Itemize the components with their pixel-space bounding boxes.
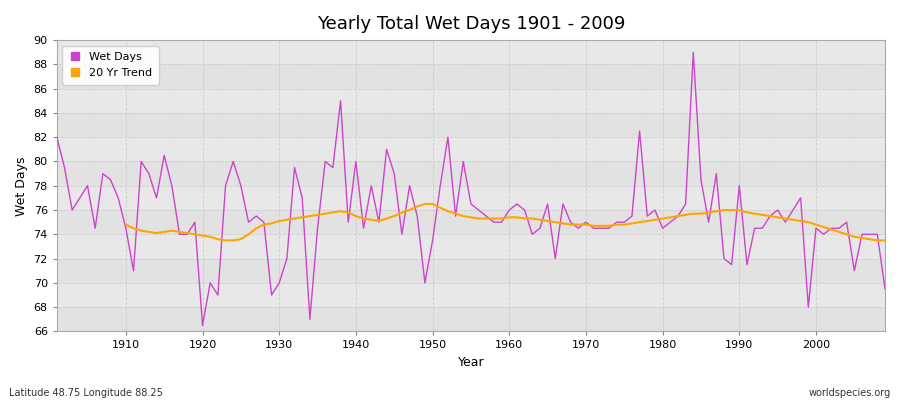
Text: Latitude 48.75 Longitude 88.25: Latitude 48.75 Longitude 88.25 (9, 388, 163, 398)
Bar (57, 89, 885, 113)
Bar (57, 40, 885, 64)
Bar (57, 283, 885, 307)
Bar (57, 210, 885, 234)
Bar (57, 258, 885, 283)
Bar (57, 137, 885, 162)
Bar (57, 307, 885, 332)
Title: Yearly Total Wet Days 1901 - 2009: Yearly Total Wet Days 1901 - 2009 (317, 15, 626, 33)
Y-axis label: Wet Days: Wet Days (15, 156, 28, 216)
Bar (57, 113, 885, 137)
Bar (57, 162, 885, 186)
Bar (57, 64, 885, 89)
Bar (57, 234, 885, 258)
Legend: Wet Days, 20 Yr Trend: Wet Days, 20 Yr Trend (62, 46, 158, 84)
Bar (57, 186, 885, 210)
X-axis label: Year: Year (457, 356, 484, 369)
Text: worldspecies.org: worldspecies.org (809, 388, 891, 398)
